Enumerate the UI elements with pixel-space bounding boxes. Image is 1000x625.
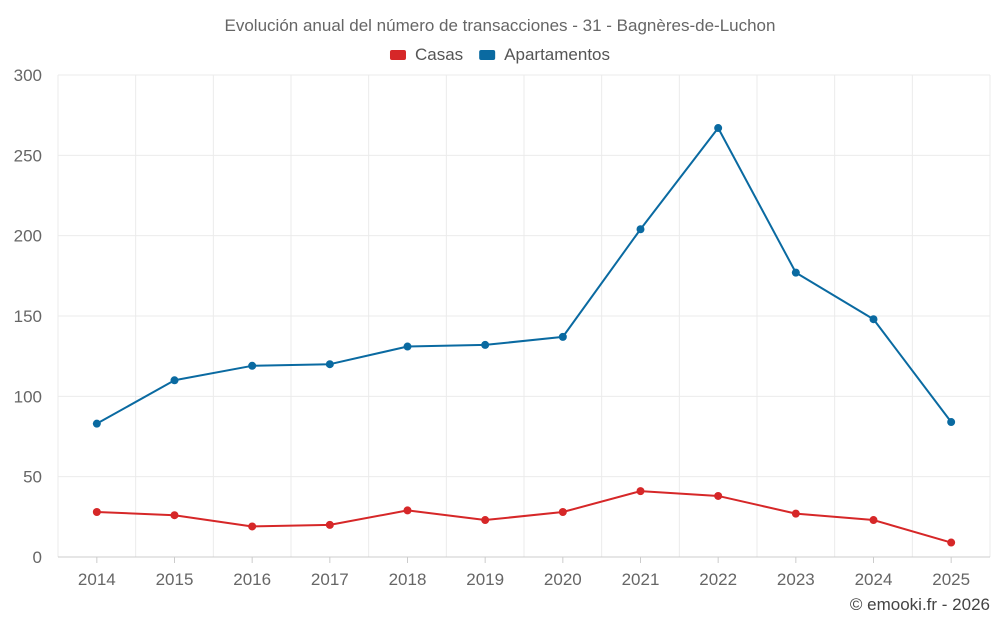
data-point: [636, 225, 645, 234]
series-apartamentos: [92, 124, 956, 428]
series-line-apartamentos: [96, 127, 952, 425]
x-tick-label: 2022: [699, 570, 737, 589]
data-point: [481, 340, 490, 349]
y-tick-label: 0: [33, 548, 42, 567]
y-tick-label: 50: [23, 468, 42, 487]
data-point: [325, 360, 334, 369]
data-point: [791, 509, 800, 518]
x-tick-label: 2014: [78, 570, 116, 589]
legend-swatch: [479, 50, 496, 60]
y-tick-label: 150: [14, 307, 42, 326]
data-point: [481, 516, 490, 525]
legend-label: Casas: [415, 45, 463, 64]
data-point: [403, 506, 412, 515]
data-point: [325, 520, 334, 529]
x-tick-label: 2016: [233, 570, 271, 589]
data-point: [714, 491, 723, 500]
data-point: [558, 508, 567, 517]
data-point: [947, 418, 956, 427]
legend-item-casas[interactable]: Casas: [389, 45, 463, 64]
x-tick-label: 2017: [311, 570, 349, 589]
y-axis-ticks: 0 50 100 150 200 250 300: [14, 66, 42, 567]
data-point: [636, 487, 645, 496]
x-tick-label: 2025: [932, 570, 970, 589]
data-point: [248, 522, 257, 531]
data-point: [714, 124, 723, 133]
x-tick-label: 2024: [855, 570, 893, 589]
x-tick-label: 2020: [544, 570, 582, 589]
x-tick-label: 2015: [156, 570, 194, 589]
series-line-casas: [96, 490, 952, 544]
data-point: [558, 332, 567, 341]
legend: Casas Apartamentos: [389, 45, 610, 64]
y-tick-label: 250: [14, 146, 42, 165]
data-point: [403, 342, 412, 351]
y-tick-label: 200: [14, 227, 42, 246]
data-point: [791, 268, 800, 277]
chart-title: Evolución anual del número de transaccio…: [225, 16, 776, 35]
legend-swatch: [389, 50, 406, 60]
data-point: [170, 376, 179, 385]
data-point: [947, 538, 956, 547]
legend-label: Apartamentos: [504, 45, 610, 64]
legend-item-apartamentos[interactable]: Apartamentos: [479, 45, 610, 64]
x-tick-label: 2021: [622, 570, 660, 589]
data-point: [248, 361, 257, 370]
y-tick-label: 100: [14, 387, 42, 406]
series-group: [92, 124, 956, 547]
credit-text: © emooki.fr - 2026: [850, 595, 990, 614]
grid: [57, 74, 991, 558]
data-point: [92, 508, 101, 517]
data-point: [92, 419, 101, 428]
x-tick-label: 2019: [466, 570, 504, 589]
y-tick-label: 300: [14, 66, 42, 85]
data-point: [170, 511, 179, 520]
x-tick-label: 2018: [389, 570, 427, 589]
data-point: [869, 315, 878, 324]
series-casas: [92, 487, 956, 547]
x-tick-label: 2023: [777, 570, 815, 589]
x-axis-ticks: 2014 2015 2016 2017 2018 2019 2020 2021 2022 2023…: [78, 557, 970, 589]
data-point: [869, 516, 878, 525]
